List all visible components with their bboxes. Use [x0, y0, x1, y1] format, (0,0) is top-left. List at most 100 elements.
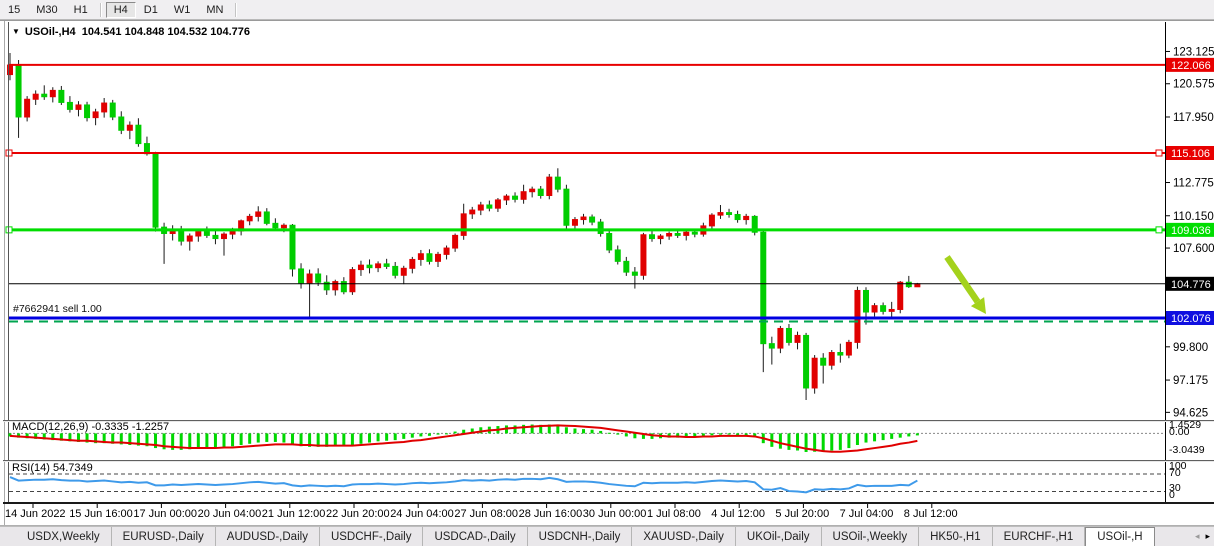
macd-histogram-bar: [333, 433, 337, 447]
macd-histogram-bar: [727, 433, 731, 435]
timeframe-button-h4[interactable]: H4: [105, 2, 136, 18]
tab-xauusd-daily[interactable]: XAUUSD-,Daily: [632, 527, 736, 546]
macd-histogram-bar: [94, 433, 98, 444]
candle-body: [49, 89, 56, 98]
price-axis-label: 117.950: [1173, 112, 1214, 124]
macd-histogram-bar: [445, 433, 449, 435]
macd-histogram-bar: [154, 433, 158, 449]
candle-body: [631, 271, 638, 276]
date-label: 1 Jul 08:00: [647, 508, 701, 520]
macd-histogram-bar: [573, 428, 577, 434]
macd-histogram-bar: [564, 427, 568, 434]
toolbar-separator: [235, 2, 238, 17]
macd-histogram-bar: [402, 433, 406, 439]
chart-symbol-timeframe: USOil-,H4: [24, 26, 76, 38]
macd-histogram-bar: [890, 433, 894, 439]
candle-body: [871, 305, 878, 313]
tab-usdchf-daily[interactable]: USDCHF-,Daily: [320, 527, 424, 546]
macd-histogram-bar: [136, 433, 140, 446]
candle-body: [452, 234, 459, 249]
timeframe-button-d1[interactable]: D1: [143, 4, 158, 16]
macd-histogram-bar: [342, 433, 346, 447]
macd-histogram-bar: [616, 433, 620, 435]
macd-histogram-bar: [624, 433, 628, 437]
date-label: 28 Jun 16:00: [519, 508, 583, 520]
macd-histogram-bar: [119, 433, 123, 445]
candle-body: [366, 264, 373, 269]
macd-axis-label: -3.0439: [1169, 444, 1205, 456]
tab-usdcad-daily[interactable]: USDCAD-,Daily: [423, 527, 528, 546]
macd-histogram-bar: [128, 433, 132, 446]
hline-handle[interactable]: [1155, 226, 1163, 234]
candle-body: [409, 258, 416, 269]
rsi-axis-label: 30: [1169, 482, 1181, 494]
macd-histogram-bar: [368, 433, 372, 443]
timeframe-button-m30[interactable]: M30: [36, 4, 58, 16]
tab-audusd-daily[interactable]: AUDUSD-,Daily: [216, 527, 320, 546]
macd-histogram-bar: [701, 433, 705, 436]
candle-body: [734, 213, 741, 221]
timeframe-button-h1[interactable]: H1: [73, 4, 88, 16]
candle-body: [392, 265, 399, 276]
candle-body: [109, 102, 116, 118]
annotation-arrow-head[interactable]: [970, 297, 986, 314]
macd-histogram-bar: [582, 429, 586, 434]
candle-body: [794, 334, 801, 343]
tab-ukoil-daily[interactable]: UKOil-,Daily: [736, 527, 822, 546]
macd-histogram-bar: [787, 433, 791, 450]
macd-histogram-bar: [607, 432, 611, 434]
date-label: 20 Jun 04:00: [198, 508, 262, 520]
candle-body: [726, 212, 733, 215]
macd-histogram-bar: [599, 430, 603, 434]
candle-body: [777, 327, 784, 349]
candle-body: [477, 204, 484, 211]
tab-hk50-h1[interactable]: HK50-,H1: [919, 527, 993, 546]
tab-scroll-right-icon[interactable]: ▸: [1205, 531, 1210, 541]
price-tag: [1166, 276, 1214, 291]
candle-body: [691, 231, 698, 235]
price-axis-label: 123.125: [1173, 46, 1214, 58]
price-tag-text: 115.106: [1171, 148, 1210, 160]
macd-histogram-bar: [171, 433, 175, 450]
tab-scroll-left-icon[interactable]: ◂: [1194, 531, 1200, 541]
price-axis-label: 107.600: [1173, 243, 1214, 255]
tab-usdx-weekly[interactable]: USDX,Weekly: [16, 527, 112, 546]
tab-usoil-h[interactable]: USOil-,H: [1085, 527, 1155, 546]
candle-body: [383, 263, 390, 267]
candle-body: [880, 305, 887, 312]
macd-histogram-bar: [299, 433, 303, 447]
macd-histogram-bar: [59, 433, 63, 441]
date-label: 30 Jun 00:00: [583, 508, 647, 520]
tab-eurchf-h1[interactable]: EURCHF-,H1: [993, 527, 1086, 546]
macd-histogram-bar: [231, 433, 235, 447]
macd-histogram-bar: [265, 433, 269, 442]
timeframe-button-mn[interactable]: MN: [206, 4, 224, 16]
tab-usdcnh-daily[interactable]: USDCNH-,Daily: [528, 527, 633, 546]
date-label: 27 Jun 08:00: [454, 508, 518, 520]
macd-histogram-bar: [633, 433, 637, 439]
candle-body: [674, 232, 681, 236]
candle-body: [400, 267, 407, 276]
chart-dropdown-caret[interactable]: ▼: [12, 27, 20, 36]
hline-handle[interactable]: [1155, 149, 1163, 157]
candle-body: [246, 215, 253, 222]
candle-body: [152, 153, 159, 228]
timeframe-button-w1[interactable]: W1: [173, 4, 191, 16]
candle-body: [417, 253, 424, 260]
price-axis-label: 120.575: [1173, 79, 1214, 91]
candle-body: [494, 199, 501, 209]
annotation-arrow-shaft[interactable]: [944, 255, 981, 304]
macd-histogram-bar: [873, 433, 877, 442]
tab-usoil-weekly[interactable]: USOil-,Weekly: [822, 527, 920, 546]
date-label: 4 Jul 12:00: [711, 508, 765, 520]
tab-eurusd-daily[interactable]: EURUSD-,Daily: [112, 527, 216, 546]
candle-body: [289, 224, 296, 270]
candle-body: [349, 269, 356, 293]
macd-histogram-bar: [684, 433, 688, 438]
macd-histogram-bar: [76, 433, 80, 442]
macd-histogram-bar: [847, 433, 851, 449]
timeframe-button-15[interactable]: 15: [8, 4, 21, 16]
candle-body: [263, 211, 270, 224]
toolbar-separator: [99, 2, 102, 17]
